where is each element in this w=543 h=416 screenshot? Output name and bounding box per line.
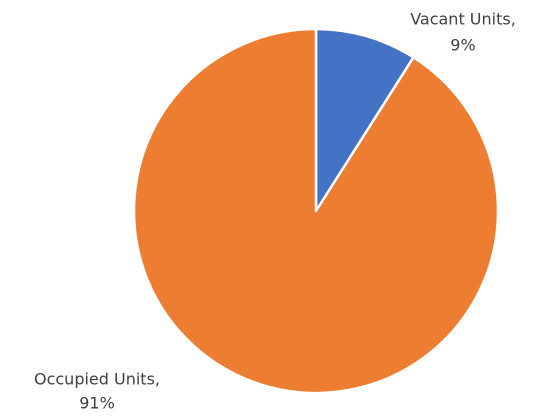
data-label-value: 91% — [79, 394, 115, 413]
data-label-category: Occupied Units, — [34, 370, 160, 389]
pie-slice — [132, 27, 500, 395]
data-label-category: Vacant Units, — [410, 10, 516, 29]
data-label-value: 9% — [450, 36, 475, 55]
pie-slice — [314, 27, 415, 213]
